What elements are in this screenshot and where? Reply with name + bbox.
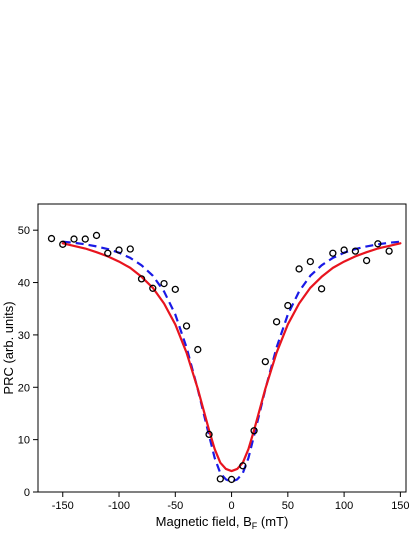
y-tick-label: 0 bbox=[24, 487, 30, 499]
data-point bbox=[171, 285, 179, 294]
data-point bbox=[351, 247, 360, 255]
data-point bbox=[92, 231, 101, 240]
data-point bbox=[295, 265, 303, 273]
y-axis-ticks: 0 10 20 30 40 50 bbox=[18, 225, 38, 499]
data-point bbox=[374, 240, 382, 248]
data-point bbox=[385, 247, 393, 255]
solid-fit-line bbox=[61, 242, 402, 473]
x-tick-label: 150 bbox=[391, 500, 409, 512]
data-point bbox=[47, 234, 56, 243]
data-point bbox=[104, 249, 112, 257]
data-point bbox=[137, 275, 146, 283]
data-point bbox=[317, 285, 326, 293]
data-point bbox=[329, 249, 337, 257]
y-tick-label: 50 bbox=[18, 225, 30, 237]
y-tick-label: 40 bbox=[18, 278, 30, 290]
x-tick-label: 0 bbox=[229, 500, 235, 512]
data-point bbox=[284, 301, 292, 310]
dashed-fit-line bbox=[62, 240, 401, 483]
data-point bbox=[227, 475, 236, 484]
data-point bbox=[126, 245, 134, 253]
y-tick-label: 20 bbox=[18, 382, 30, 394]
x-tick-label: -100 bbox=[108, 500, 130, 512]
x-axis-ticks: -150 -100 -50 0 50 100 150 bbox=[52, 492, 410, 512]
data-point bbox=[70, 235, 78, 243]
data-point bbox=[261, 357, 269, 366]
x-tick-label: 100 bbox=[335, 500, 353, 512]
y-tick-label: 10 bbox=[18, 435, 30, 447]
x-tick-label: -50 bbox=[167, 500, 183, 512]
data-point bbox=[59, 240, 67, 248]
plot-frame bbox=[37, 203, 407, 493]
data-point bbox=[194, 345, 202, 354]
data-point bbox=[160, 279, 168, 288]
data-point bbox=[340, 246, 348, 254]
data-point bbox=[216, 475, 224, 483]
data-point bbox=[149, 284, 157, 292]
data-point bbox=[362, 256, 371, 265]
data-point bbox=[205, 430, 213, 439]
y-tick-label: 30 bbox=[18, 330, 30, 342]
y-axis-title: PRC (arb. units) bbox=[1, 301, 16, 394]
data-point bbox=[272, 318, 281, 326]
x-tick-label: 50 bbox=[282, 500, 294, 512]
data-point bbox=[239, 462, 247, 470]
x-tick-label: -150 bbox=[52, 500, 74, 512]
data-point bbox=[115, 246, 123, 254]
data-point bbox=[250, 427, 258, 435]
series-layer bbox=[47, 231, 402, 484]
data-point bbox=[182, 322, 191, 330]
data-point bbox=[306, 257, 314, 266]
x-axis-title: Magnetic field, BF (mT) bbox=[156, 514, 289, 531]
data-point bbox=[81, 235, 89, 243]
